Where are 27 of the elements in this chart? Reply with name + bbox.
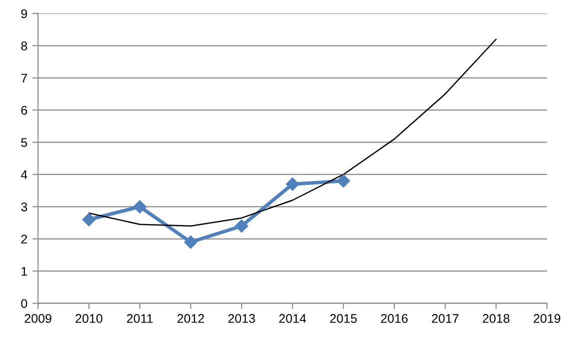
x-tick-label: 2017: [432, 314, 458, 323]
y-tick-label: 2: [21, 234, 27, 244]
x-tick-label: 2012: [177, 314, 204, 323]
x-tick-label: 2010: [76, 314, 102, 323]
point: [82, 212, 96, 226]
y-tick-label: 8: [21, 41, 28, 50]
x-tick-label: 2019: [534, 314, 560, 323]
point: [133, 200, 146, 214]
x-tick-label: 2013: [228, 314, 255, 323]
x-tick-label: 2015: [330, 314, 357, 323]
y-tick-label: 5: [21, 138, 28, 147]
point: [235, 219, 248, 233]
x-tick-label: 2011: [127, 314, 153, 323]
y-tick-label: 3: [21, 202, 28, 212]
y-tick-label: 4: [20, 170, 28, 180]
point: [336, 174, 350, 188]
x-tick-label: 2018: [482, 314, 510, 323]
y-tick-label: 1: [22, 267, 27, 276]
x-tick-label: 2009: [24, 314, 52, 323]
y-tick-label: 9: [21, 9, 28, 18]
point: [184, 236, 198, 249]
x-tick-label: 2014: [279, 314, 306, 323]
x-tick-label: 2016: [381, 314, 408, 323]
y-tick-label: 6: [21, 106, 28, 115]
y-tick-label: 0: [21, 299, 28, 308]
point: [286, 178, 300, 191]
y-tick-label: 7: [21, 74, 27, 82]
